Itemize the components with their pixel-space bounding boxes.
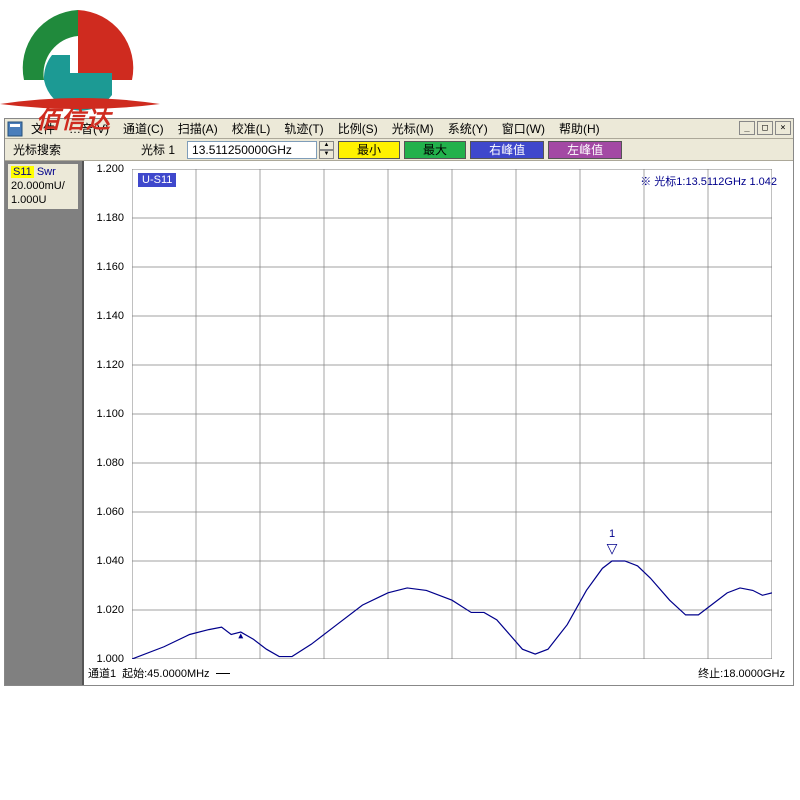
spinner-down-button[interactable]: ▼ xyxy=(319,150,334,159)
y-tick-label: 1.020 xyxy=(96,604,124,616)
trace-format: Swr xyxy=(37,166,56,178)
company-name: 佰信达 xyxy=(36,100,111,135)
menu-sweep[interactable]: 扫描(A) xyxy=(172,118,224,139)
y-tick-label: 1.140 xyxy=(96,310,124,322)
svg-text:▴: ▴ xyxy=(238,631,243,642)
channel-label: 通道1 xyxy=(88,665,116,681)
marker-id-label: 光标 1 xyxy=(137,141,183,158)
y-tick-label: 1.000 xyxy=(96,653,124,665)
start-freq-label: 起始:45.0000MHz xyxy=(122,665,209,681)
sweep-indicator-icon xyxy=(216,673,230,674)
y-tick-label: 1.040 xyxy=(96,555,124,567)
y-tick-label: 1.120 xyxy=(96,359,124,371)
window-controls: _ □ × xyxy=(739,121,791,135)
menu-marker[interactable]: 光标(M) xyxy=(386,118,440,139)
marker-frequency-input[interactable] xyxy=(187,141,317,159)
close-button[interactable]: × xyxy=(775,121,791,135)
plot-area: 1.200 1.180 1.160 1.140 1.120 1.100 1.080 1.060… xyxy=(83,161,793,685)
right-peak-button[interactable]: 右峰值 xyxy=(470,141,544,159)
y-tick-label: 1.080 xyxy=(96,457,124,469)
company-logo: 佰信达 xyxy=(0,0,160,140)
menu-window[interactable]: 窗口(W) xyxy=(496,118,551,139)
swr-chart: ▴ xyxy=(132,169,772,659)
left-peak-button[interactable]: 左峰值 xyxy=(548,141,622,159)
max-button[interactable]: 最大 xyxy=(404,141,466,159)
trace-param: S11 xyxy=(11,166,34,178)
spinner-up-button[interactable]: ▲ xyxy=(319,141,334,150)
marker-number: 1 xyxy=(609,528,615,540)
channel-footer: 通道1 起始:45.0000MHz xyxy=(88,665,230,681)
trace-sidebar: S11 Swr 20.000mU/ 1.000U xyxy=(5,161,83,685)
marker-search-toolbar: 光标搜索 光标 1 ▲ ▼ 最小 最大 右峰值 左峰值 xyxy=(5,139,793,161)
menu-scale[interactable]: 比例(S) xyxy=(332,118,384,139)
menu-system[interactable]: 系统(Y) xyxy=(442,118,494,139)
y-tick-label: 1.100 xyxy=(96,408,124,420)
trace-tag: U-S11 xyxy=(138,173,176,187)
vna-application-window: 文件 …音(V) 通道(C) 扫描(A) 校准(L) 轨迹(T) 比例(S) 光… xyxy=(4,118,794,686)
y-tick-label: 1.060 xyxy=(96,506,124,518)
marker-spinner: ▲ ▼ xyxy=(319,141,334,159)
trace-info-box[interactable]: S11 Swr 20.000mU/ 1.000U xyxy=(6,162,80,211)
trace-scale: 20.000mU/ xyxy=(11,180,65,192)
min-button[interactable]: 最小 xyxy=(338,141,400,159)
marker-triangle-icon: ▽ xyxy=(607,540,618,557)
maximize-button[interactable]: □ xyxy=(757,121,773,135)
stop-freq-label: 终止:18.0000GHz xyxy=(698,665,785,681)
trace-ref: 1.000U xyxy=(11,194,46,206)
menu-trace[interactable]: 轨迹(T) xyxy=(278,118,329,139)
minimize-button[interactable]: _ xyxy=(739,121,755,135)
y-tick-label: 1.180 xyxy=(96,212,124,224)
marker-readout: ※ 光标1:13.5112GHz 1.042 xyxy=(640,173,777,189)
menu-help[interactable]: 帮助(H) xyxy=(553,118,606,139)
y-tick-label: 1.200 xyxy=(96,163,124,175)
y-tick-label: 1.160 xyxy=(96,261,124,273)
marker-search-label: 光标搜索 xyxy=(9,141,69,158)
menu-cal[interactable]: 校准(L) xyxy=(226,118,277,139)
